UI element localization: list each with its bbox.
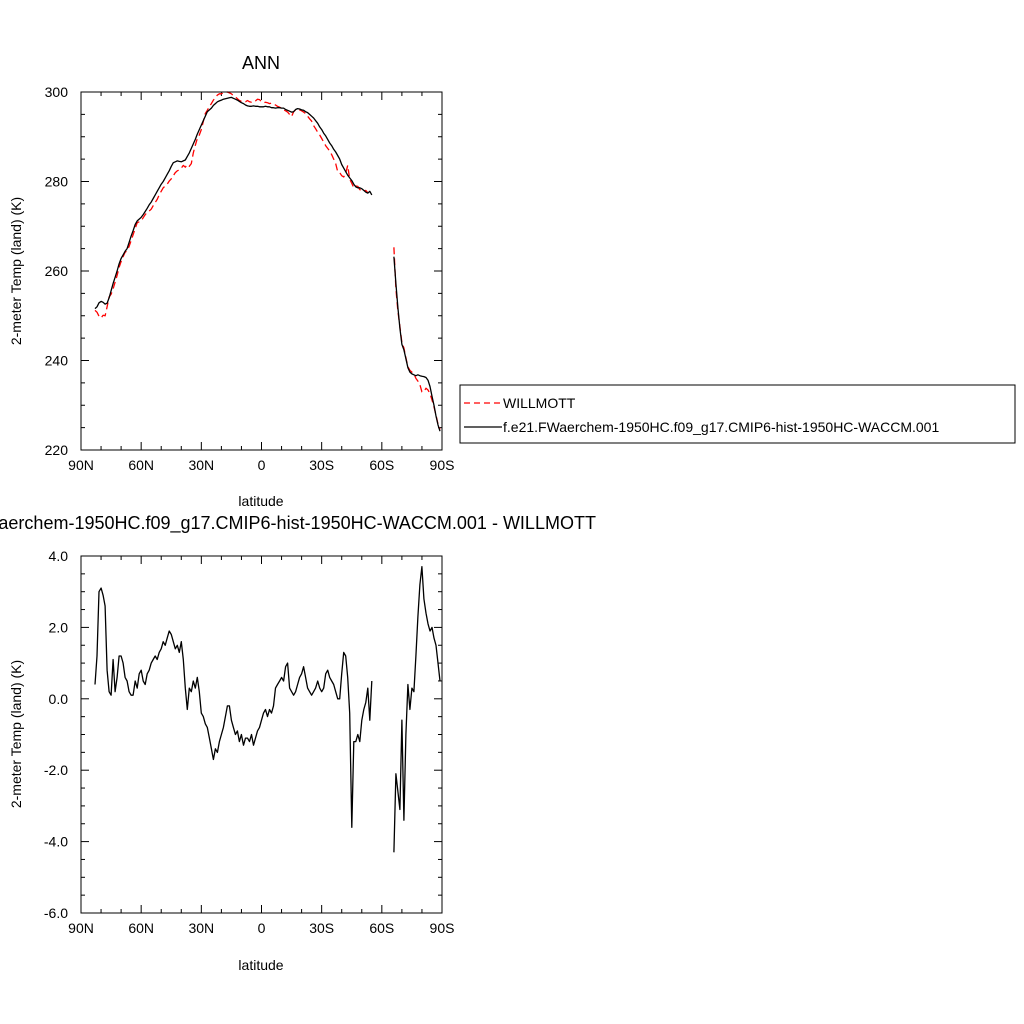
top-y-tick-label: 260	[45, 263, 69, 279]
top-x-tick-label: 90N	[68, 457, 94, 473]
top-y-tick-label: 300	[45, 84, 69, 100]
top-y-tick-label: 220	[45, 442, 69, 458]
bottom-y-tick-label: 2.0	[49, 619, 69, 635]
bottom-x-tick-label: 90N	[68, 920, 94, 936]
top-chart-title: ANN	[242, 53, 280, 73]
bottom-x-tick-label: 60S	[369, 920, 394, 936]
bottom-y-tick-label: 0.0	[49, 691, 69, 707]
top-y-tick-label: 240	[45, 353, 69, 369]
bottom-chart-title: f.e21.FWaerchem-1950HC.f09_g17.CMIP6-his…	[0, 513, 596, 534]
top-series-0-line-segment-0	[94, 91, 369, 319]
top-x-tick-label: 60S	[369, 457, 394, 473]
bottom-panel: f.e21.FWaerchem-1950HC.f09_g17.CMIP6-his…	[0, 513, 596, 973]
bottom-series-0-line-segment-0	[94, 587, 373, 828]
bottom-x-tick-label: 30S	[309, 920, 334, 936]
legend-willmott-label: WILLMOTT	[503, 395, 576, 411]
bottom-x-tick-label: 60N	[128, 920, 154, 936]
legend-model-label: f.e21.FWaerchem-1950HC.f09_g17.CMIP6-his…	[503, 419, 939, 435]
top-x-axis-label: latitude	[238, 493, 283, 509]
bottom-y-tick-label: -6.0	[44, 905, 68, 921]
top-x-tick-label: 60N	[128, 457, 154, 473]
bottom-y-tick-label: 4.0	[49, 548, 69, 564]
top-y-axis-label: 2-meter Temp (land) (K)	[8, 197, 24, 345]
bottom-plot-area: 90N 60N 30N 0 30S 60S 90S -6.0 -4.0 -2.0 0.0 2.0 4.0	[44, 548, 455, 936]
top-plot-area: 90N 60N 30N 0 30S 60S 90S 220 240 260 280 300	[45, 84, 455, 473]
top-y-tick-label: 280	[45, 174, 69, 190]
bottom-plot-frame	[80, 555, 443, 914]
bottom-y-tick-label: -2.0	[44, 762, 68, 778]
top-x-tick-label: 90S	[430, 457, 455, 473]
top-x-tick-label: 30N	[188, 457, 214, 473]
top-x-tick-label: 30S	[309, 457, 334, 473]
bottom-x-tick-label: 30N	[188, 920, 214, 936]
bottom-y-tick-label: -4.0	[44, 834, 68, 850]
bottom-series-0-line-segment-1	[393, 566, 441, 853]
bottom-x-tick-label: 0	[258, 920, 266, 936]
top-plot-frame	[80, 91, 443, 451]
legend-box	[459, 384, 1016, 444]
top-series-1-line-segment-1	[393, 256, 441, 432]
top-x-tick-label: 0	[258, 457, 266, 473]
chart-legend: WILLMOTT f.e21.FWaerchem-1950HC.f09_g17.…	[459, 384, 1016, 444]
bottom-x-tick-label: 90S	[430, 920, 455, 936]
bottom-y-axis-label: 2-meter Temp (land) (K)	[8, 660, 24, 808]
bottom-x-axis-label: latitude	[238, 957, 283, 973]
top-series-1-line-segment-0	[94, 96, 373, 310]
top-panel: ANN 90N 60N 30N 0 30S 60S 90S 220 240 260 280 300 l…	[8, 53, 454, 509]
